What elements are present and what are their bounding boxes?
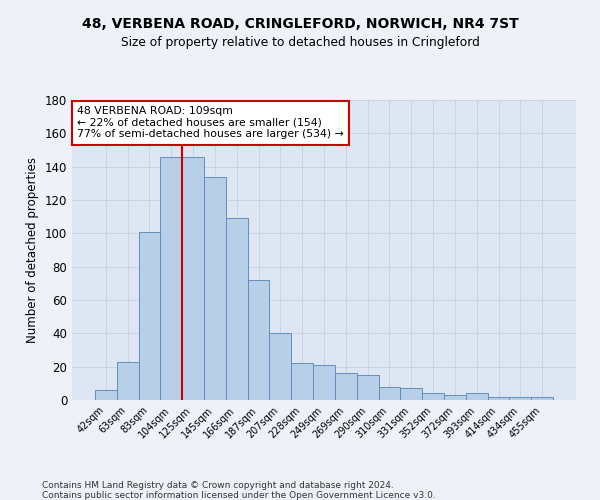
Bar bbox=[400, 388, 422, 400]
Text: 48 VERBENA ROAD: 109sqm
← 22% of detached houses are smaller (154)
77% of semi-d: 48 VERBENA ROAD: 109sqm ← 22% of detache… bbox=[77, 106, 344, 139]
Bar bbox=[379, 386, 400, 400]
Bar bbox=[160, 156, 182, 400]
Bar bbox=[95, 390, 117, 400]
Bar bbox=[509, 396, 531, 400]
Bar bbox=[248, 280, 269, 400]
Bar bbox=[117, 362, 139, 400]
Bar bbox=[531, 396, 553, 400]
Text: 48, VERBENA ROAD, CRINGLEFORD, NORWICH, NR4 7ST: 48, VERBENA ROAD, CRINGLEFORD, NORWICH, … bbox=[82, 18, 518, 32]
Bar bbox=[357, 375, 379, 400]
Bar bbox=[313, 365, 335, 400]
Bar bbox=[204, 176, 226, 400]
Text: Contains HM Land Registry data © Crown copyright and database right 2024.: Contains HM Land Registry data © Crown c… bbox=[42, 481, 394, 490]
Text: Contains public sector information licensed under the Open Government Licence v3: Contains public sector information licen… bbox=[42, 491, 436, 500]
Bar bbox=[226, 218, 248, 400]
Text: Size of property relative to detached houses in Cringleford: Size of property relative to detached ho… bbox=[121, 36, 479, 49]
Bar bbox=[444, 395, 466, 400]
Bar bbox=[488, 396, 509, 400]
Bar bbox=[139, 232, 160, 400]
Y-axis label: Number of detached properties: Number of detached properties bbox=[26, 157, 39, 343]
Bar bbox=[269, 334, 291, 400]
Bar bbox=[466, 394, 488, 400]
Bar bbox=[182, 156, 204, 400]
Bar bbox=[335, 374, 357, 400]
Bar bbox=[422, 394, 444, 400]
Bar bbox=[291, 364, 313, 400]
